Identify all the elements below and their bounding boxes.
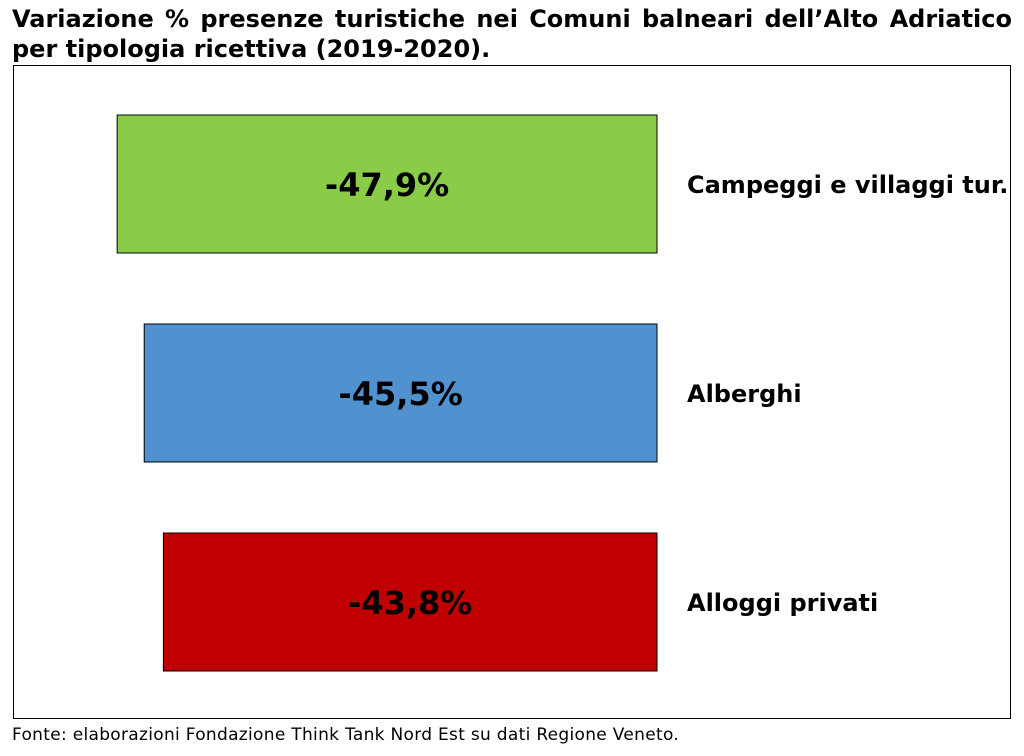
bar-2 xyxy=(143,323,658,463)
category-label: Alloggi privati xyxy=(687,589,878,617)
bar-3 xyxy=(162,532,658,672)
bar-value-label: -45,5% xyxy=(338,375,462,413)
category-label: Alberghi xyxy=(687,380,802,408)
bar-chart: -47,9% Campeggi e villaggi tur. -45,5% Albe… xyxy=(116,114,1008,672)
bar-1 xyxy=(116,114,658,254)
bar-value-label: -43,8% xyxy=(348,584,472,622)
category-label: Campeggi e villaggi tur. xyxy=(687,171,1008,199)
bar-value-label: -47,9% xyxy=(325,166,449,204)
source-note: Fonte: elaborazioni Fondazione Think Tan… xyxy=(12,725,680,745)
chart-title: Variazione % presenze turistiche nei Com… xyxy=(12,5,1012,63)
plot-area: -47,9% Campeggi e villaggi tur. -45,5% Albe… xyxy=(13,65,1011,719)
